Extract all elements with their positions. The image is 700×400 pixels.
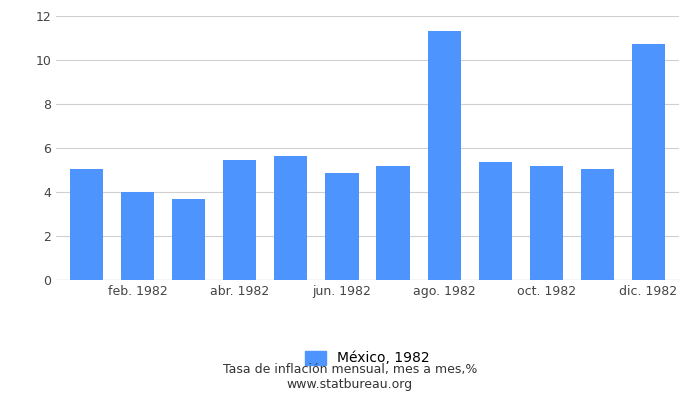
Bar <box>326 173 358 280</box>
Bar <box>121 192 154 280</box>
Bar <box>530 166 563 280</box>
Bar <box>428 31 461 280</box>
Bar <box>172 199 205 280</box>
Legend: México, 1982: México, 1982 <box>300 345 435 371</box>
Bar <box>377 166 410 280</box>
Bar <box>223 160 256 280</box>
Text: www.statbureau.org: www.statbureau.org <box>287 378 413 391</box>
Bar <box>274 156 307 280</box>
Bar <box>632 44 665 280</box>
Bar <box>581 169 614 280</box>
Text: Tasa de inflación mensual, mes a mes,%: Tasa de inflación mensual, mes a mes,% <box>223 364 477 376</box>
Bar <box>70 169 103 280</box>
Bar <box>479 162 512 280</box>
